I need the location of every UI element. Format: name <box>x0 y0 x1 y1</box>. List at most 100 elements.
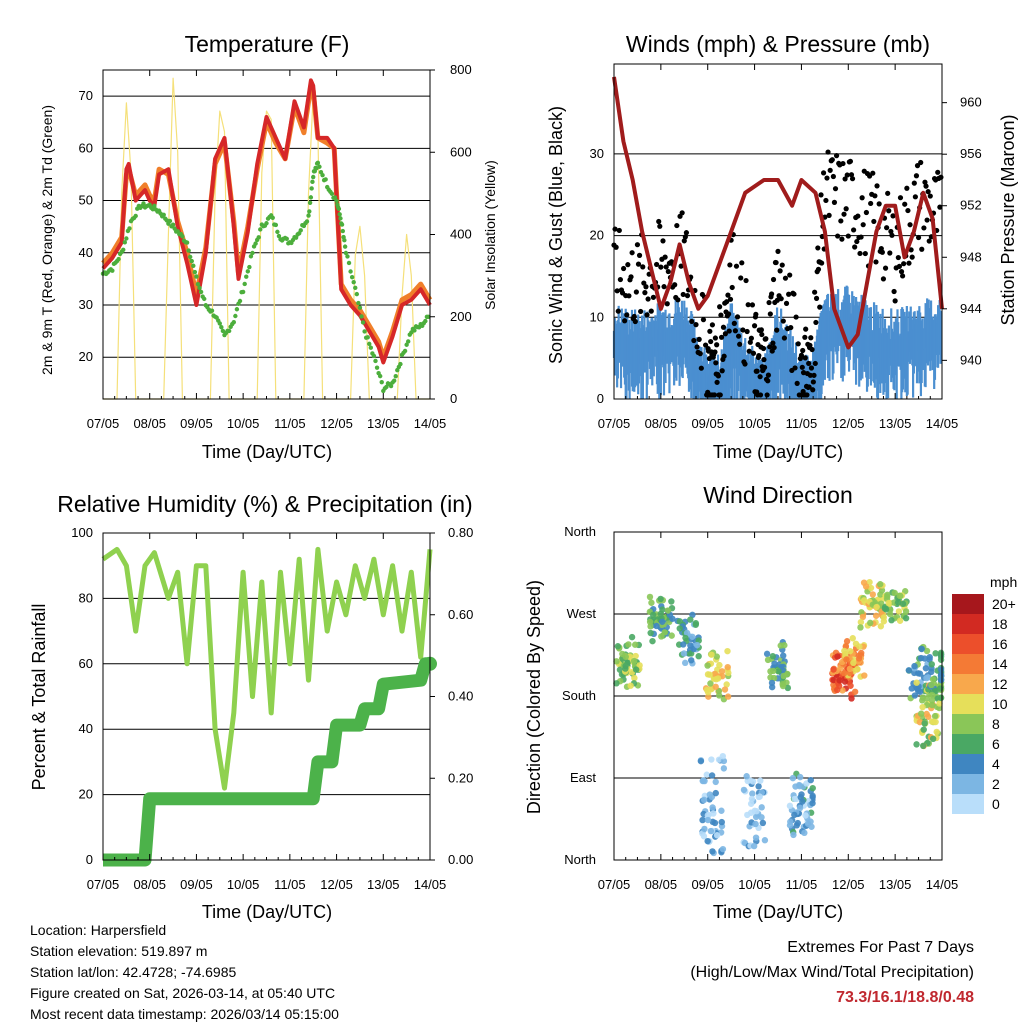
gust-point <box>825 149 831 155</box>
direction-point <box>932 718 939 726</box>
direction-point <box>689 611 696 619</box>
direction-point <box>917 710 925 717</box>
direction-point <box>701 825 708 833</box>
direction-point <box>923 695 930 702</box>
extremes-subtitle: (High/Low/Max Wind/Total Precipitation) <box>690 964 974 981</box>
temp-ytick-label: 60 <box>79 140 93 155</box>
direction-point <box>697 757 705 765</box>
dewpoint-point <box>194 274 199 279</box>
legend-label: 12 <box>992 676 1008 692</box>
gust-point <box>743 277 749 284</box>
dewpoint-point <box>264 221 269 226</box>
dewpoint-point <box>334 198 339 204</box>
dewpoint-point <box>391 378 397 383</box>
gust-point <box>681 238 687 244</box>
direction-point <box>681 659 689 667</box>
direction-point <box>836 677 843 684</box>
direction-point <box>857 618 865 626</box>
direction-point <box>709 804 716 811</box>
station-pressure-line <box>612 76 944 350</box>
gust-point <box>800 347 806 354</box>
gust-point <box>613 244 619 250</box>
direction-point <box>724 693 732 700</box>
dewpoint-point <box>270 215 275 220</box>
direction-point <box>700 833 708 840</box>
temp-ytick-label: 20 <box>79 349 93 364</box>
direction-point <box>848 695 855 702</box>
gust-point <box>761 357 767 363</box>
direction-point <box>937 656 945 663</box>
gust-point <box>782 275 789 281</box>
wind-xtick-label: 10/05 <box>738 416 771 431</box>
gust-point <box>830 173 836 180</box>
dewpoint-point <box>368 345 374 350</box>
gust-point <box>921 225 927 231</box>
direction-point <box>808 823 815 830</box>
gust-point <box>891 288 897 295</box>
winds-y2label: Station Pressure (Maroon) <box>998 114 1018 325</box>
rh-ytick-label: 60 <box>79 656 93 671</box>
gust-point <box>626 293 632 299</box>
gust-point <box>779 262 785 268</box>
rh-ytick-label: 80 <box>79 590 93 605</box>
gust-point <box>632 318 638 325</box>
direction-point <box>861 672 868 679</box>
gust-point <box>838 218 844 224</box>
gust-point <box>937 204 943 210</box>
wind-y2tick-label: 948 <box>960 249 982 264</box>
direction-point <box>928 697 936 704</box>
direction-ylabel: Direction (Colored By Speed) <box>524 580 544 814</box>
direction-point <box>841 678 849 685</box>
direction-point <box>902 608 910 615</box>
gust-point <box>819 260 825 266</box>
direction-point <box>707 827 715 835</box>
dewpoint-point <box>373 358 378 364</box>
direction-point <box>718 668 726 675</box>
legend-label: 0 <box>992 796 1000 812</box>
gust-point <box>648 308 654 314</box>
direction-point <box>631 674 638 682</box>
wind-ytick-label: 0 <box>597 391 604 406</box>
gust-point <box>787 272 793 278</box>
gust-point <box>717 392 723 398</box>
direction-point <box>682 634 689 642</box>
gust-point <box>629 250 635 256</box>
dewpoint-point <box>170 222 176 227</box>
gust-point <box>922 179 928 185</box>
direction-point <box>849 635 856 642</box>
direction-point <box>933 728 940 736</box>
dewpoint-point <box>317 164 322 169</box>
dewpoint-point <box>307 200 313 206</box>
gust-point <box>644 312 650 318</box>
gust-point <box>634 242 641 248</box>
dewpoint-point <box>342 238 347 243</box>
gust-point <box>663 264 669 270</box>
dewpoint-point <box>351 279 356 285</box>
gust-point <box>895 254 901 261</box>
dewpoint-point <box>247 264 252 270</box>
gust-point <box>788 324 794 331</box>
gust-point <box>737 341 743 347</box>
gust-point <box>938 174 944 180</box>
gust-point <box>844 172 850 178</box>
wind-xtick-label: 08/05 <box>645 416 678 431</box>
gust-point <box>862 250 868 257</box>
gust-point <box>719 368 725 374</box>
dewpoint-point <box>332 195 338 200</box>
dewpoint-point <box>240 289 246 295</box>
gust-point <box>763 336 769 342</box>
gust-point <box>899 273 906 279</box>
dewpoint-point <box>122 240 128 245</box>
direction-point <box>748 795 756 803</box>
rh-ytick-label: 40 <box>79 721 93 736</box>
legend-swatch <box>952 634 984 654</box>
dir-ytick-label: East <box>570 770 596 785</box>
dewpoint-point <box>315 160 321 166</box>
gust-point <box>806 360 812 367</box>
legend-swatch <box>952 754 984 774</box>
direction-point <box>877 581 884 588</box>
dewpoint-point <box>192 269 198 275</box>
legend-label: 6 <box>992 736 1000 752</box>
gust-point <box>812 360 818 367</box>
